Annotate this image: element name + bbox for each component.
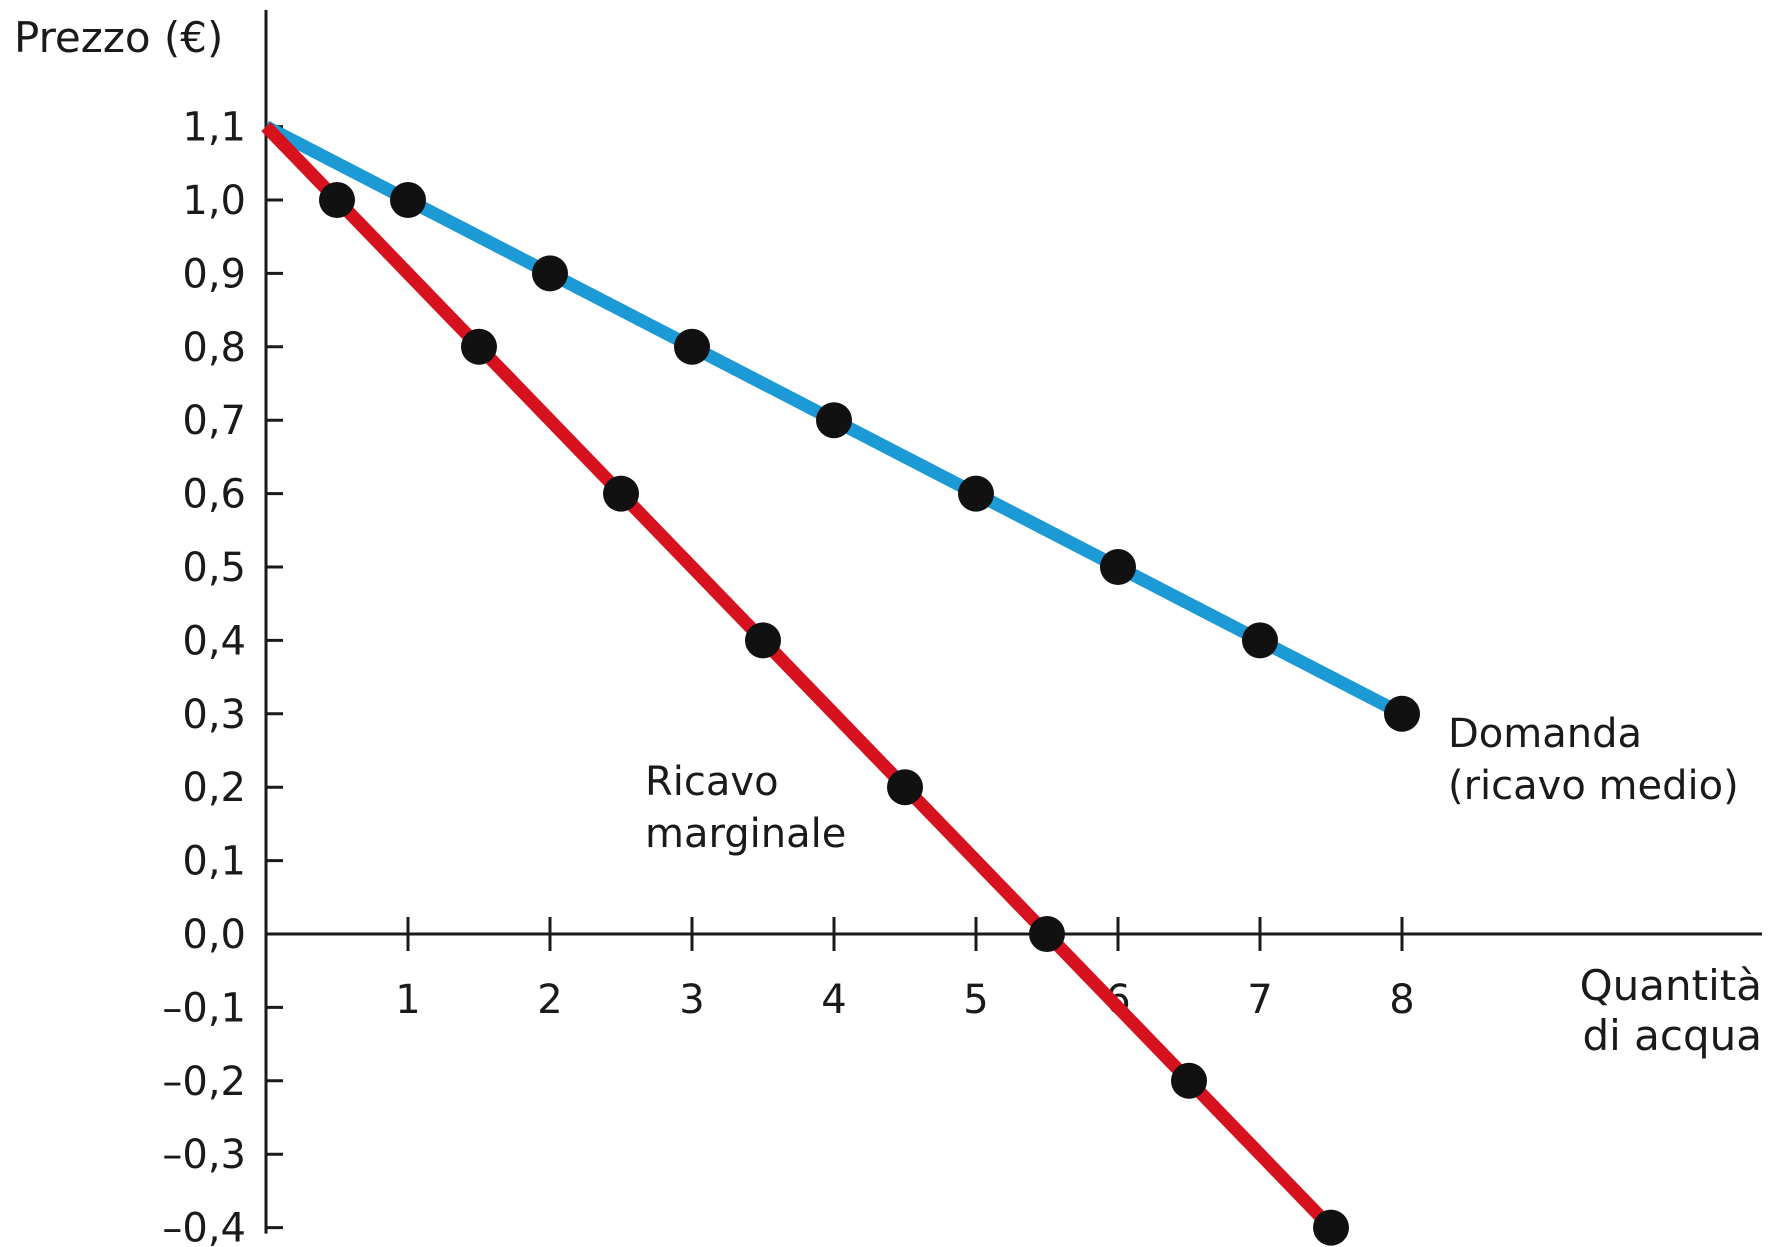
y-tick-label: 0,0 [182, 912, 246, 958]
y-tick-label: 0,1 [182, 839, 246, 885]
y-tick-label: 0,8 [182, 325, 246, 371]
demand-point [958, 475, 994, 512]
demand-label-line: Domanda [1448, 711, 1642, 757]
marginal-revenue-point [319, 182, 355, 218]
y-tick-label: 0,9 [182, 251, 246, 297]
x-tick-label: 3 [679, 977, 704, 1023]
marginal-revenue-label-line: Ricavo [645, 759, 779, 805]
marginal-revenue-label: Ricavo marginale [645, 759, 846, 857]
y-tick-label: 0,7 [182, 398, 246, 444]
marginal-revenue-point [1171, 1062, 1207, 1099]
y-tick-label: –0,3 [162, 1132, 246, 1178]
demand-point [390, 182, 426, 218]
marginal-revenue-line [261, 122, 1336, 1233]
y-tick-label: –0,4 [162, 1206, 246, 1247]
x-axis-title-line: Quantità [1580, 961, 1762, 1010]
demand-point [674, 328, 710, 365]
y-tick-label: 0,3 [182, 692, 246, 738]
marginal-revenue-point [461, 328, 497, 365]
demand-point [1242, 622, 1278, 659]
y-tick-label: –0,2 [162, 1059, 246, 1105]
marginal-revenue-point [887, 769, 923, 806]
y-tick-label: 0,5 [182, 545, 246, 591]
demand-point [532, 255, 568, 292]
x-tick-label: 5 [963, 977, 988, 1023]
x-axis-title: Quantità di acqua [1580, 961, 1762, 1060]
marginal-revenue-point [603, 475, 639, 512]
marginal-revenue-label-line: marginale [645, 811, 846, 857]
demand-point [1100, 549, 1136, 585]
demand-label-line: (ricavo medio) [1448, 763, 1739, 809]
y-tick-label: 1,1 [182, 105, 246, 151]
x-tick-label: 8 [1389, 977, 1414, 1023]
y-tick-label: 0,4 [182, 618, 246, 664]
x-tick-label: 1 [395, 977, 420, 1023]
y-tick-label: 0,2 [182, 765, 246, 811]
demand-point [1384, 695, 1420, 732]
marginal-revenue-point [1313, 1209, 1349, 1246]
demand-label: Domanda (ricavo medio) [1448, 711, 1739, 809]
y-tick-label: 0,6 [182, 472, 246, 518]
y-tick-label: 1,0 [182, 178, 246, 224]
y-axis-title: Prezzo (€) [14, 13, 223, 62]
y-tick-label: –0,1 [162, 985, 246, 1031]
demand-point [816, 402, 852, 439]
x-axis-title-line: di acqua [1582, 1011, 1762, 1060]
x-tick-label: 7 [1247, 977, 1272, 1023]
marginal-revenue-point [1029, 916, 1065, 952]
x-tick-label: 4 [821, 977, 846, 1023]
x-tick-label: 2 [537, 977, 562, 1023]
marginal-revenue-point [745, 622, 781, 659]
